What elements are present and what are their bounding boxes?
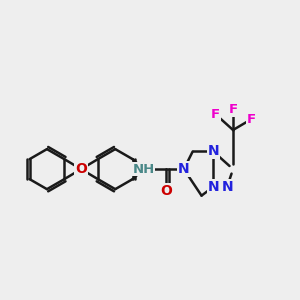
Text: N: N — [208, 145, 219, 158]
Text: O: O — [75, 162, 87, 176]
Text: NH: NH — [132, 163, 154, 176]
Text: O: O — [160, 184, 172, 198]
Text: N: N — [221, 180, 233, 194]
Text: F: F — [229, 103, 238, 116]
Text: N: N — [178, 162, 190, 176]
Text: F: F — [211, 108, 220, 121]
Text: N: N — [208, 180, 219, 194]
Text: F: F — [247, 112, 256, 126]
